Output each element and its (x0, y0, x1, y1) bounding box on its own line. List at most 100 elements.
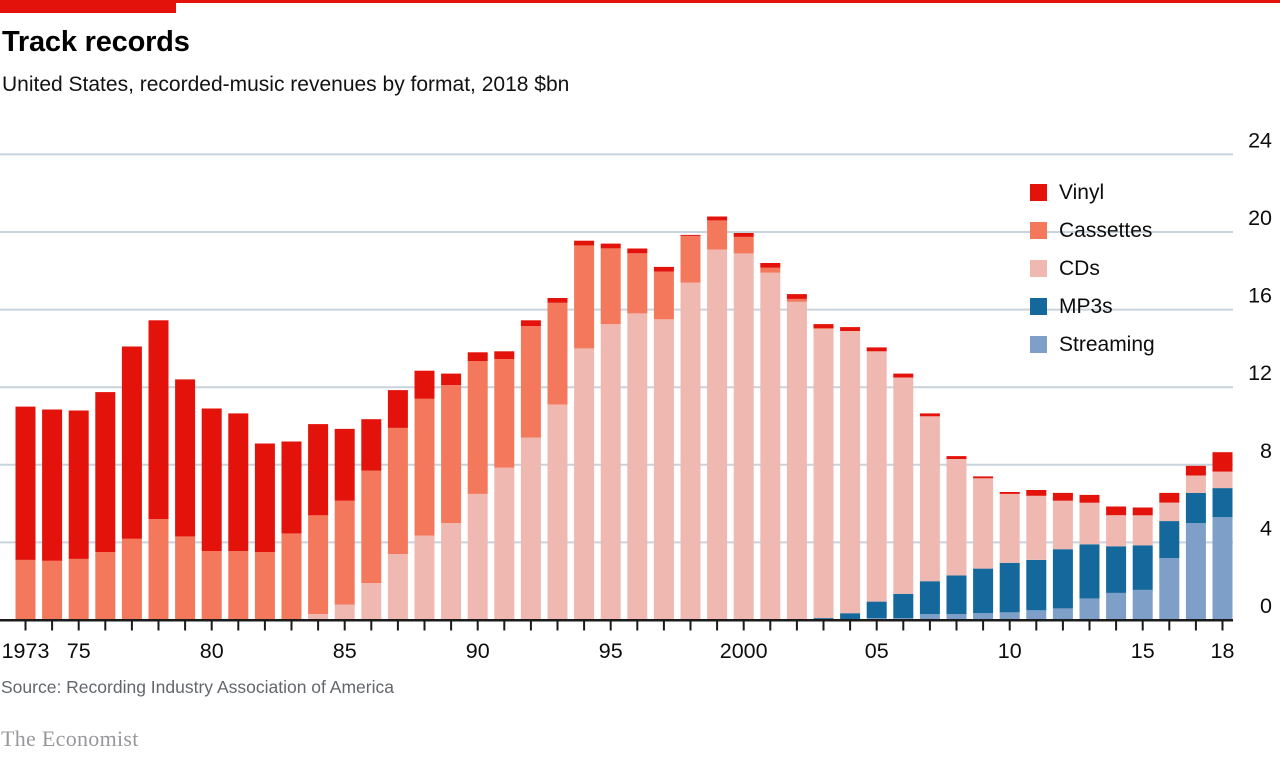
segment-mp3s-2016 (1159, 521, 1180, 558)
bar-2011 (1026, 490, 1047, 620)
segment-cassettes-1989 (441, 385, 462, 523)
segment-cassettes-1977 (121, 538, 142, 620)
bar-1996 (627, 248, 648, 620)
segment-cds-1996 (627, 313, 648, 620)
segment-vinyl-1994 (574, 240, 595, 246)
segment-streaming-2010 (999, 612, 1020, 620)
segment-cassettes-1974 (42, 560, 63, 620)
x-tick-label-2005: 05 (865, 639, 889, 663)
bar-2006 (893, 373, 914, 620)
y-tick-label-12: 12 (1248, 361, 1272, 385)
segment-vinyl-2016 (1159, 492, 1180, 503)
segment-streaming-2007 (919, 614, 940, 620)
bar-2013 (1079, 494, 1100, 620)
segment-mp3s-2006 (893, 593, 914, 619)
x-tick-label-2000: 2000 (720, 639, 768, 663)
x-tick-label-1995: 95 (599, 639, 623, 663)
segment-vinyl-2000 (733, 233, 754, 237)
x-axis-line (0, 619, 1233, 622)
segment-cds-1993 (547, 404, 568, 620)
segment-vinyl-1973 (15, 406, 36, 560)
segment-cassettes-1990 (467, 361, 488, 494)
y-tick-label-16: 16 (1248, 284, 1272, 308)
segment-cds-2018 (1212, 471, 1233, 489)
y-tick-label-24: 24 (1248, 128, 1272, 152)
bar-1981 (228, 413, 249, 620)
segment-vinyl-1983 (281, 441, 302, 534)
segment-cds-2013 (1079, 502, 1100, 545)
segment-cassettes-1992 (520, 326, 541, 438)
x-tick-label-1973: 1973 (2, 639, 50, 663)
segment-vinyl-2002 (786, 294, 807, 299)
segment-cds-2008 (946, 459, 967, 576)
segment-cds-1987 (387, 554, 408, 620)
segment-vinyl-1995 (600, 243, 621, 249)
legend-label-vinyl: Vinyl (1059, 181, 1105, 204)
segment-vinyl-2001 (760, 263, 781, 268)
segment-vinyl-1998 (680, 234, 701, 236)
bar-1983 (281, 441, 302, 620)
legend-item-cds: CDs (1030, 258, 1155, 279)
segment-vinyl-1991 (494, 351, 515, 360)
segment-mp3s-2015 (1132, 545, 1153, 590)
bar-1974 (42, 409, 63, 620)
segment-vinyl-2011 (1026, 490, 1047, 496)
segment-cassettes-1988 (414, 398, 435, 536)
bar-1975 (68, 410, 89, 620)
segment-vinyl-2017 (1185, 465, 1206, 476)
bar-2001 (760, 263, 781, 620)
segment-cds-2006 (893, 377, 914, 594)
segment-mp3s-2004 (840, 613, 861, 620)
bar-2018 (1212, 452, 1233, 620)
bar-1991 (494, 351, 515, 620)
segment-cassettes-1982 (254, 552, 275, 620)
segment-mp3s-2009 (973, 568, 994, 614)
bar-2005 (866, 347, 887, 620)
segment-cassettes-1976 (95, 552, 116, 620)
segment-streaming-2011 (1026, 610, 1047, 620)
segment-cds-2005 (866, 351, 887, 602)
segment-vinyl-1987 (387, 390, 408, 428)
segment-mp3s-2008 (946, 575, 967, 615)
segment-streaming-2009 (973, 613, 994, 620)
bar-1998 (680, 234, 701, 620)
segment-cassettes-1975 (68, 558, 89, 620)
segment-cassettes-1985 (334, 500, 355, 605)
legend-label-cassettes: Cassettes (1059, 219, 1153, 242)
legend-swatch-cds (1030, 260, 1047, 277)
segment-mp3s-2012 (1052, 549, 1073, 609)
segment-cds-2017 (1185, 475, 1206, 493)
bar-2004 (840, 327, 861, 620)
bar-1973 (15, 406, 36, 620)
legend-swatch-cassettes (1030, 222, 1047, 239)
segment-cds-1997 (653, 319, 674, 620)
bar-2000 (733, 233, 754, 621)
segment-vinyl-1976 (95, 392, 116, 553)
segment-cds-2002 (786, 301, 807, 620)
segment-cassettes-1983 (281, 533, 302, 620)
bar-2017 (1185, 465, 1206, 620)
bar-1987 (387, 390, 408, 620)
segment-streaming-2014 (1106, 592, 1127, 620)
bar-2010 (999, 492, 1020, 620)
segment-cds-1984 (308, 614, 329, 620)
bar-1980 (201, 408, 222, 620)
segment-cassettes-1978 (148, 519, 169, 620)
x-tick-label-2015: 15 (1131, 639, 1155, 663)
segment-cds-2009 (973, 478, 994, 569)
segment-cassettes-1991 (494, 359, 515, 468)
bar-1992 (520, 320, 541, 620)
segment-cassettes-2000 (733, 236, 754, 254)
segment-cassettes-1986 (361, 470, 382, 584)
y-tick-label-0: 0 (1260, 594, 1272, 618)
bar-1978 (148, 320, 169, 620)
bar-1976 (95, 392, 116, 620)
segment-cds-1986 (361, 583, 382, 620)
bar-2007 (919, 413, 940, 620)
segment-vinyl-2003 (813, 324, 834, 328)
segment-vinyl-1985 (334, 428, 355, 501)
segment-streaming-2018 (1212, 517, 1233, 620)
segment-cassettes-1996 (627, 253, 648, 314)
segment-cassettes-2003 (813, 328, 834, 329)
segment-cds-2016 (1159, 502, 1180, 521)
